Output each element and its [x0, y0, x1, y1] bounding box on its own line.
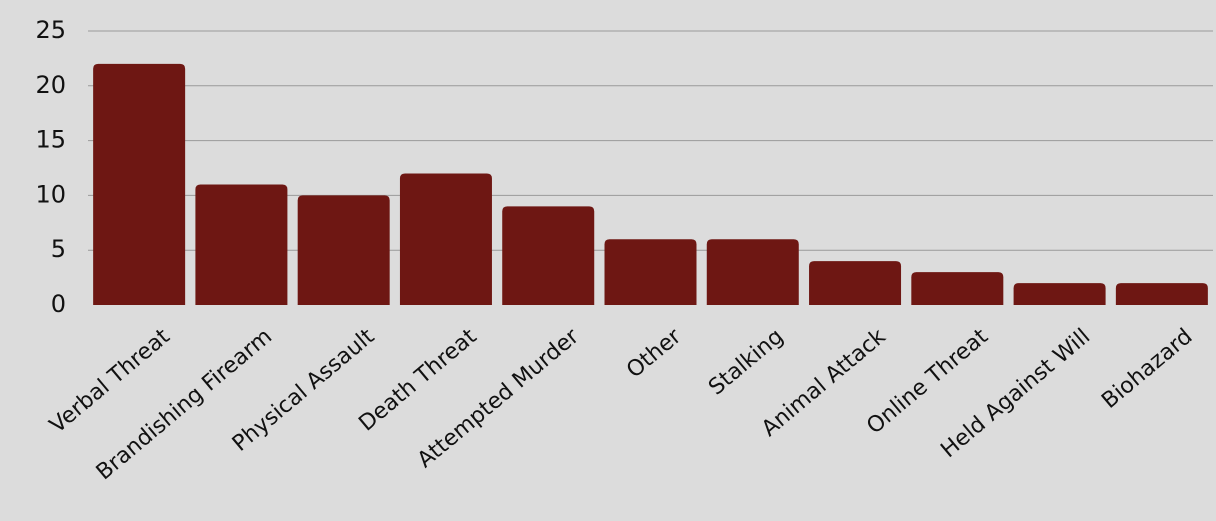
bar [93, 63, 186, 305]
bar [706, 239, 799, 305]
bar [911, 272, 1004, 305]
x-category-label: Stalking [704, 324, 788, 400]
x-category-label: Other [622, 323, 687, 383]
y-tick-label: 10 [35, 180, 66, 208]
y-tick-label: 25 [35, 16, 66, 44]
bar [809, 261, 902, 305]
bar [1013, 283, 1106, 305]
bar [399, 173, 492, 305]
y-axis-tick-labels: 0 5 10 15 20 25 [35, 16, 66, 318]
bar [297, 195, 390, 305]
y-tick-label: 15 [35, 126, 66, 154]
x-category-label: Brandishing Firearm [92, 324, 277, 485]
y-tick-label: 20 [35, 71, 66, 99]
y-tick-label: 5 [51, 235, 66, 263]
bar [1115, 283, 1208, 305]
x-category-label: Biohazard [1097, 324, 1197, 414]
bar [195, 184, 288, 305]
bars [93, 63, 1208, 305]
bar [502, 206, 595, 305]
y-tick-label: 0 [51, 290, 66, 318]
bar [604, 239, 697, 305]
